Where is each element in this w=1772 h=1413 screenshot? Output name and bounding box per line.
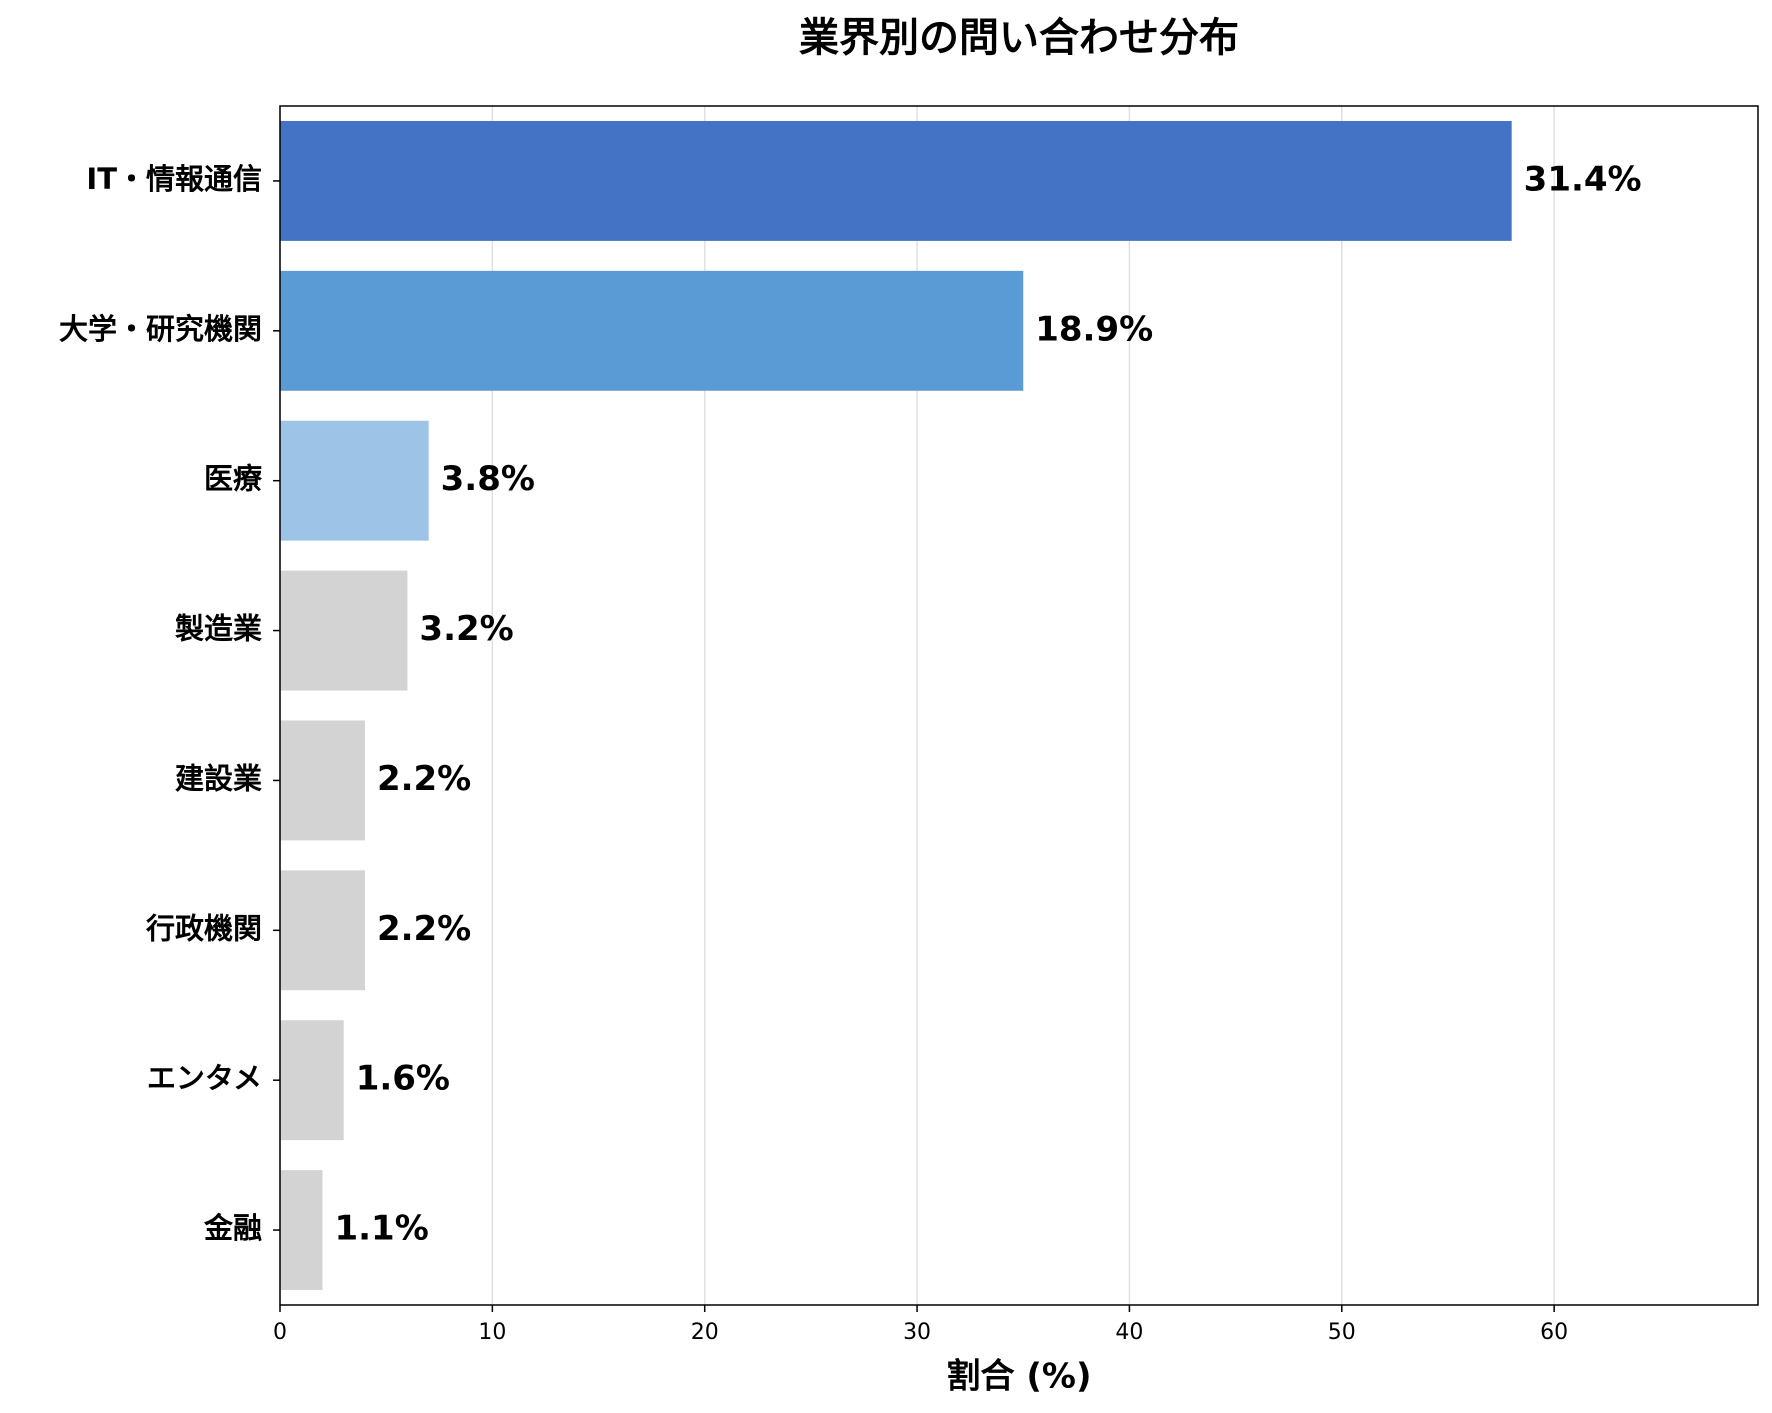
plot-frame [279,105,1759,1306]
bar [280,720,365,841]
x-tick-label: 60 [1540,1320,1568,1345]
y-tick-label: 金融 [203,1211,262,1245]
value-label: 2.2% [377,909,471,949]
bar [280,270,1024,391]
bar [280,420,429,541]
y-tick-label: 行政機関 [145,911,262,945]
value-label: 2.2% [377,759,471,799]
y-tick-label: エンタメ [147,1061,262,1095]
y-tick-label: IT・情報通信 [86,162,262,196]
y-tick-label: 大学・研究機関 [59,312,262,346]
value-label: 1.1% [334,1209,428,1249]
x-tick-label: 20 [691,1320,719,1345]
bar [280,1020,344,1141]
bar [280,570,408,691]
x-tick-label: 40 [1115,1320,1143,1345]
y-tick-label: 製造業 [175,612,262,646]
value-label: 3.8% [441,459,535,499]
x-axis-label: 割合 (%) [947,1357,1092,1397]
y-tick-label: 医療 [204,462,263,496]
value-label: 31.4% [1524,159,1642,199]
bar [280,870,365,991]
x-tick-label: 30 [903,1320,931,1345]
x-tick-label: 10 [478,1320,506,1345]
value-label: 3.2% [419,609,513,649]
value-label: 1.6% [356,1059,450,1099]
bar [280,1170,323,1291]
bar [280,120,1512,241]
x-tick-label: 50 [1328,1320,1356,1345]
x-tick-label: 0 [273,1320,287,1345]
chart-title: 業界別の問い合わせ分布 [799,15,1239,61]
y-tick-label: 建設業 [175,761,262,795]
value-label: 18.9% [1035,309,1153,349]
